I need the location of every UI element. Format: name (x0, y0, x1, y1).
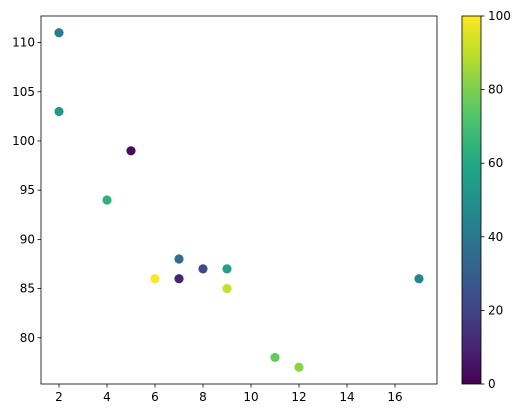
data-point-10 (270, 352, 280, 363)
data-point-5 (54, 28, 64, 38)
y-tick-label: 105 (12, 85, 35, 99)
data-point-8 (222, 264, 232, 274)
colorbar-gradient (461, 15, 482, 385)
x-tick-label: 12 (291, 390, 306, 404)
data-point-11 (294, 362, 304, 372)
x-tick-label: 2 (55, 390, 63, 404)
colorbar-tick-label: 40 (488, 230, 503, 244)
y-tick-label: 80 (20, 331, 35, 345)
data-point-12 (222, 283, 232, 294)
data-point-13 (150, 274, 160, 284)
y-tick-label: 100 (12, 134, 35, 148)
data-point-1 (126, 146, 136, 156)
x-tick-label: 8 (199, 390, 207, 404)
data-point-4 (174, 254, 184, 264)
data-points (54, 28, 424, 372)
colorbar-tick-label: 0 (488, 377, 496, 391)
plot-area (40, 15, 438, 385)
y-tick-label: 90 (20, 232, 35, 246)
y-axis: 80 85 90 95 100 105 110 (12, 36, 41, 345)
y-tick-label: 85 (20, 282, 35, 296)
x-axis: 2 4 6 8 10 12 14 16 (55, 384, 403, 404)
data-point-2 (174, 274, 184, 284)
y-tick-label: 95 (20, 183, 35, 197)
data-point-3 (198, 264, 208, 274)
x-tick-label: 4 (103, 390, 111, 404)
colorbar-tick-label: 60 (488, 156, 503, 170)
data-point-7 (54, 106, 64, 117)
colorbar-tick-label: 100 (488, 9, 511, 23)
plot-frame (40, 15, 438, 385)
x-tick-label: 14 (339, 390, 354, 404)
data-point-9 (102, 195, 112, 205)
data-point-6 (414, 274, 424, 284)
colorbar-tick-label: 20 (488, 303, 503, 317)
x-tick-label: 16 (387, 390, 402, 404)
x-tick-label: 6 (151, 390, 159, 404)
x-tick-label: 10 (243, 390, 258, 404)
y-tick-label: 110 (12, 36, 35, 50)
colorbar: 0 20 40 60 80 100 (461, 9, 511, 391)
colorbar-tick-label: 80 (488, 83, 503, 97)
